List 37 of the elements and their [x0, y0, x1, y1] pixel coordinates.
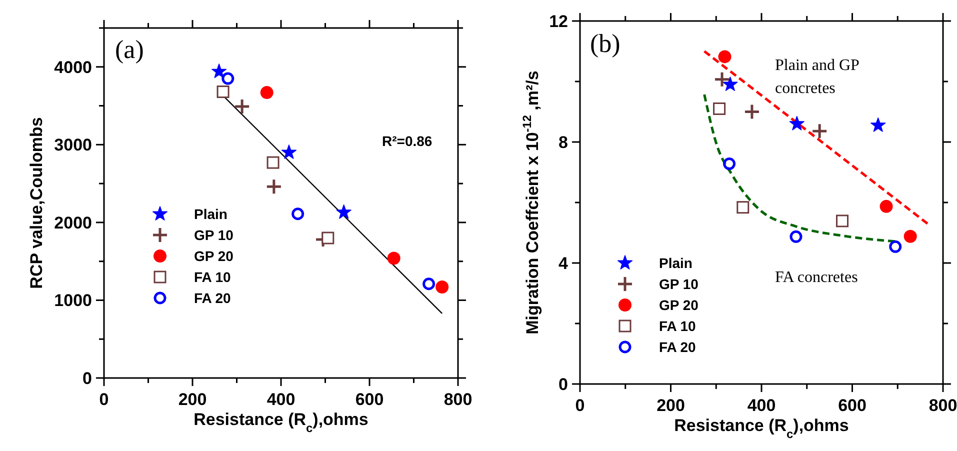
y-tick-label: 8 — [558, 132, 568, 152]
y-tick-label: 3000 — [54, 136, 92, 155]
legend-label: Plain — [194, 206, 228, 222]
y-tick-label: 2000 — [54, 213, 92, 232]
x-tick-label: 0 — [99, 390, 109, 409]
x-axis-title: Resistance (R$_{c}$),ohms — [194, 410, 368, 435]
y-tick-label: 4 — [558, 254, 569, 273]
y-tick-label: 4000 — [54, 58, 92, 77]
legend-label: GP 10 — [659, 276, 699, 292]
x-tick-label: 200 — [656, 396, 685, 415]
x-tick-label: 200 — [178, 390, 207, 409]
x-tick-label: 400 — [266, 390, 296, 409]
legend-label: Plain — [659, 254, 692, 271]
annotation: (a) — [115, 35, 144, 64]
x-tick-label: 600 — [355, 390, 384, 409]
annotation: FA concretes — [775, 269, 858, 286]
x-tick-label: 0 — [575, 396, 585, 415]
legend-label: GP 20 — [659, 296, 699, 313]
x-tick-label: 600 — [838, 396, 866, 415]
annotation: R²=0.86 — [382, 133, 432, 149]
y-axis-title: RCP value,Coulombs — [27, 117, 46, 289]
y-tick-label: 0 — [82, 368, 92, 388]
x-tick-label: 800 — [444, 390, 472, 409]
annotation: Plain and GP concretes — [775, 57, 860, 98]
legend-label: FA 20 — [194, 290, 232, 306]
legend-label: FA 20 — [659, 338, 696, 355]
y-tick-label: 12 — [549, 12, 568, 31]
y-tick-label: 0 — [558, 374, 568, 394]
x-axis-title: Resistance (R$_{c}$),ohms — [674, 416, 849, 441]
legend-label: FA 10 — [194, 268, 232, 285]
x-tick-label: 800 — [928, 396, 957, 415]
x-tick-label: 400 — [747, 396, 776, 415]
legend-label: GP 10 — [194, 226, 234, 243]
annotation: (b) — [590, 29, 620, 58]
y-tick-label: 1000 — [54, 291, 92, 310]
legend-label: FA 10 — [659, 318, 696, 334]
legend-label: GP 20 — [194, 248, 234, 264]
